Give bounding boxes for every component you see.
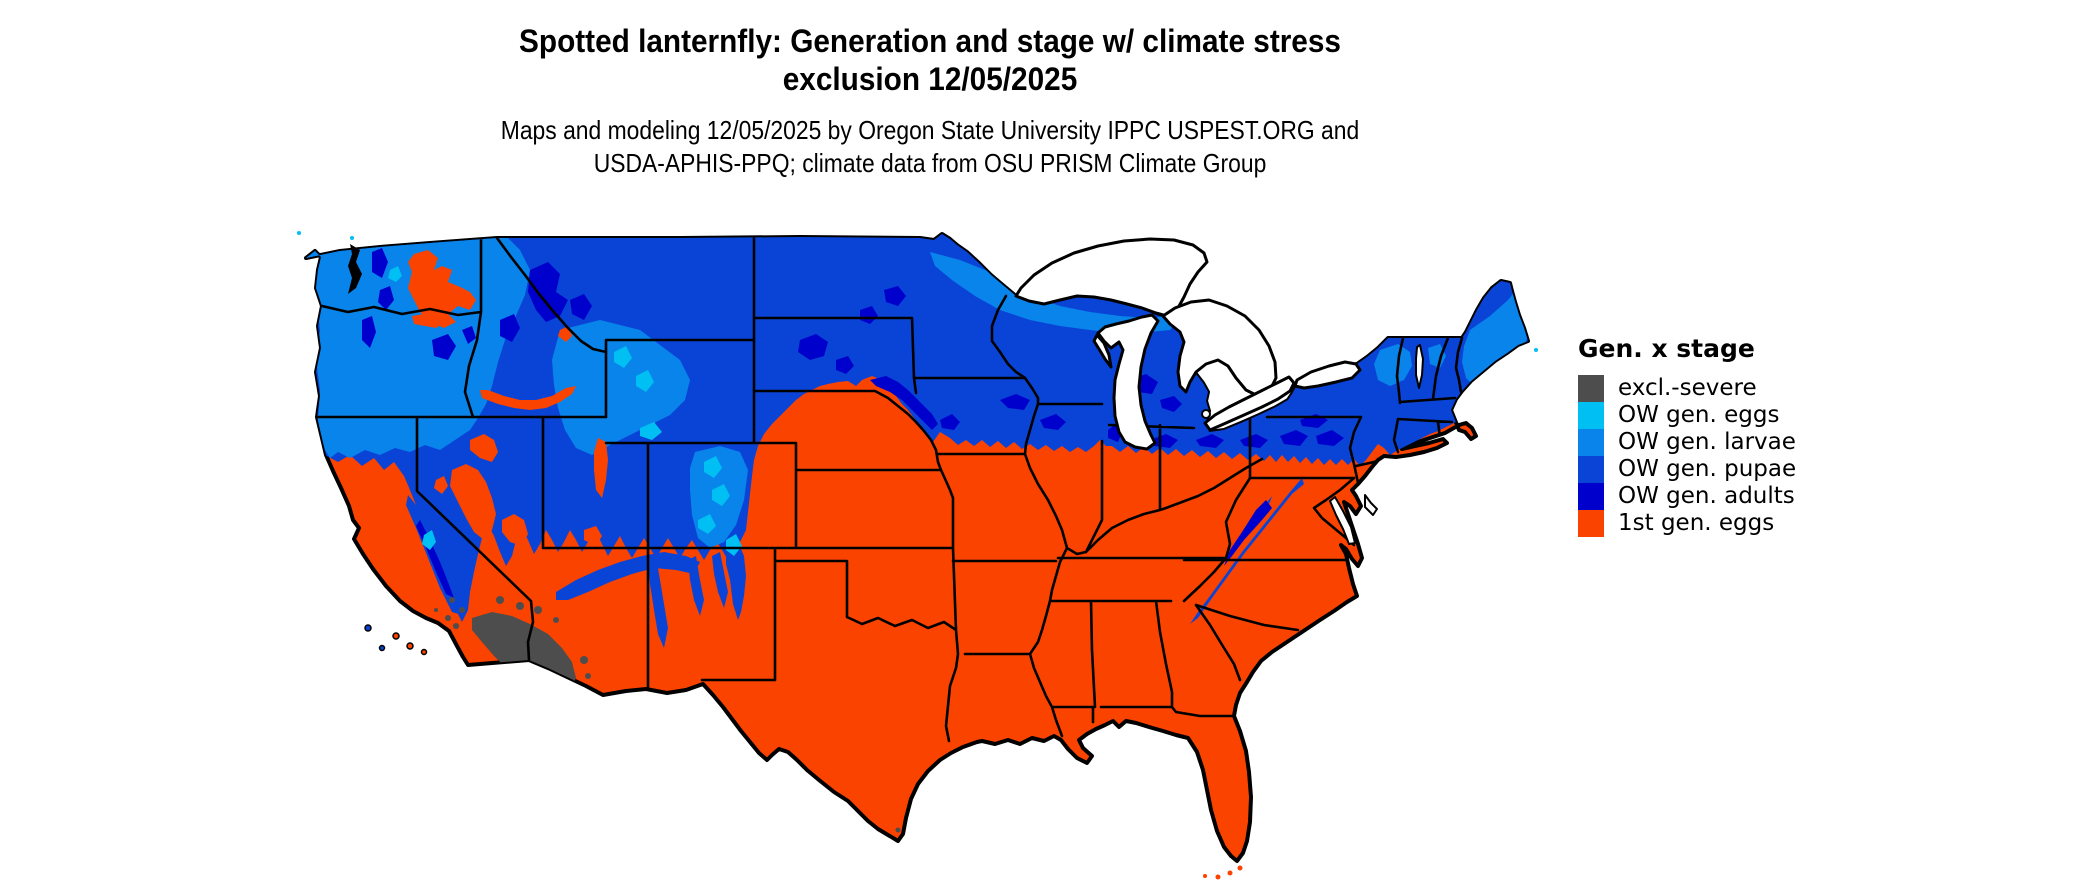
lake-michigan (1096, 313, 1160, 451)
lake-st-clair (1201, 409, 1211, 419)
legend-swatch-ow-eggs (1578, 402, 1604, 429)
legend-label-ow-larvae: OW gen. larvae (1618, 429, 1796, 455)
lake-erie (1203, 375, 1296, 432)
region-ow-adults (362, 248, 1344, 598)
legend-item-ow-adults: OW gen. adults (1578, 483, 1796, 510)
great-lakes (1014, 237, 1424, 545)
title-line-2: exclusion 12/05/2025 (782, 61, 1078, 97)
lake-ontario (1293, 360, 1362, 390)
legend-title: Gen. x stage (1578, 334, 1755, 363)
title-line-1: Spotted lanternfly: Generation and stage… (519, 23, 1341, 59)
legend-label-excl-severe: excl.-severe (1618, 375, 1757, 401)
subtitle: Maps and modeling 12/05/2025 by Oregon S… (314, 114, 1546, 180)
legend-item-first-gen-eggs: 1st gen. eggs (1578, 510, 1796, 537)
legend-item-ow-pupae: OW gen. pupae (1578, 456, 1796, 483)
legend-swatch-ow-adults (1578, 483, 1604, 510)
legend-label-ow-adults: OW gen. adults (1618, 483, 1795, 509)
legend-label-ow-pupae: OW gen. pupae (1618, 456, 1797, 482)
delaware-bay (1364, 494, 1378, 516)
legend-swatch-ow-larvae (1578, 429, 1604, 456)
puget-sound (348, 244, 362, 294)
chesapeake-bay (1329, 496, 1356, 545)
legend-item-ow-larvae: OW gen. larvae (1578, 429, 1796, 456)
lake-huron (1161, 298, 1278, 398)
legend: Gen. x stage excl.-severe OW gen. eggs O… (1578, 334, 1796, 537)
lake-superior (1014, 237, 1209, 318)
legend-swatch-excl-severe (1578, 375, 1604, 402)
legend-item-ow-eggs: OW gen. eggs (1578, 402, 1796, 429)
subtitle-line-1: Maps and modeling 12/05/2025 by Oregon S… (500, 115, 1360, 145)
islands (364, 624, 428, 656)
page-title: Spotted lanternfly: Generation and stage… (279, 22, 1581, 98)
legend-swatch-first-gen-eggs (1578, 510, 1604, 537)
legend-label-ow-eggs: OW gen. eggs (1618, 402, 1780, 428)
green-bay (1092, 333, 1113, 369)
legend-swatch-ow-pupae (1578, 456, 1604, 483)
subtitle-line-2: USDA-APHIS-PPQ; climate data from OSU PR… (593, 148, 1267, 178)
legend-item-excl-severe: excl.-severe (1578, 375, 1796, 402)
lake-champlain (1415, 344, 1424, 389)
coastal-specks (297, 231, 1538, 352)
florida-keys (1203, 865, 1243, 880)
region-ow-eggs (388, 266, 742, 556)
legend-label-first-gen-eggs: 1st gen. eggs (1618, 510, 1775, 536)
state-boundaries (315, 236, 1464, 743)
